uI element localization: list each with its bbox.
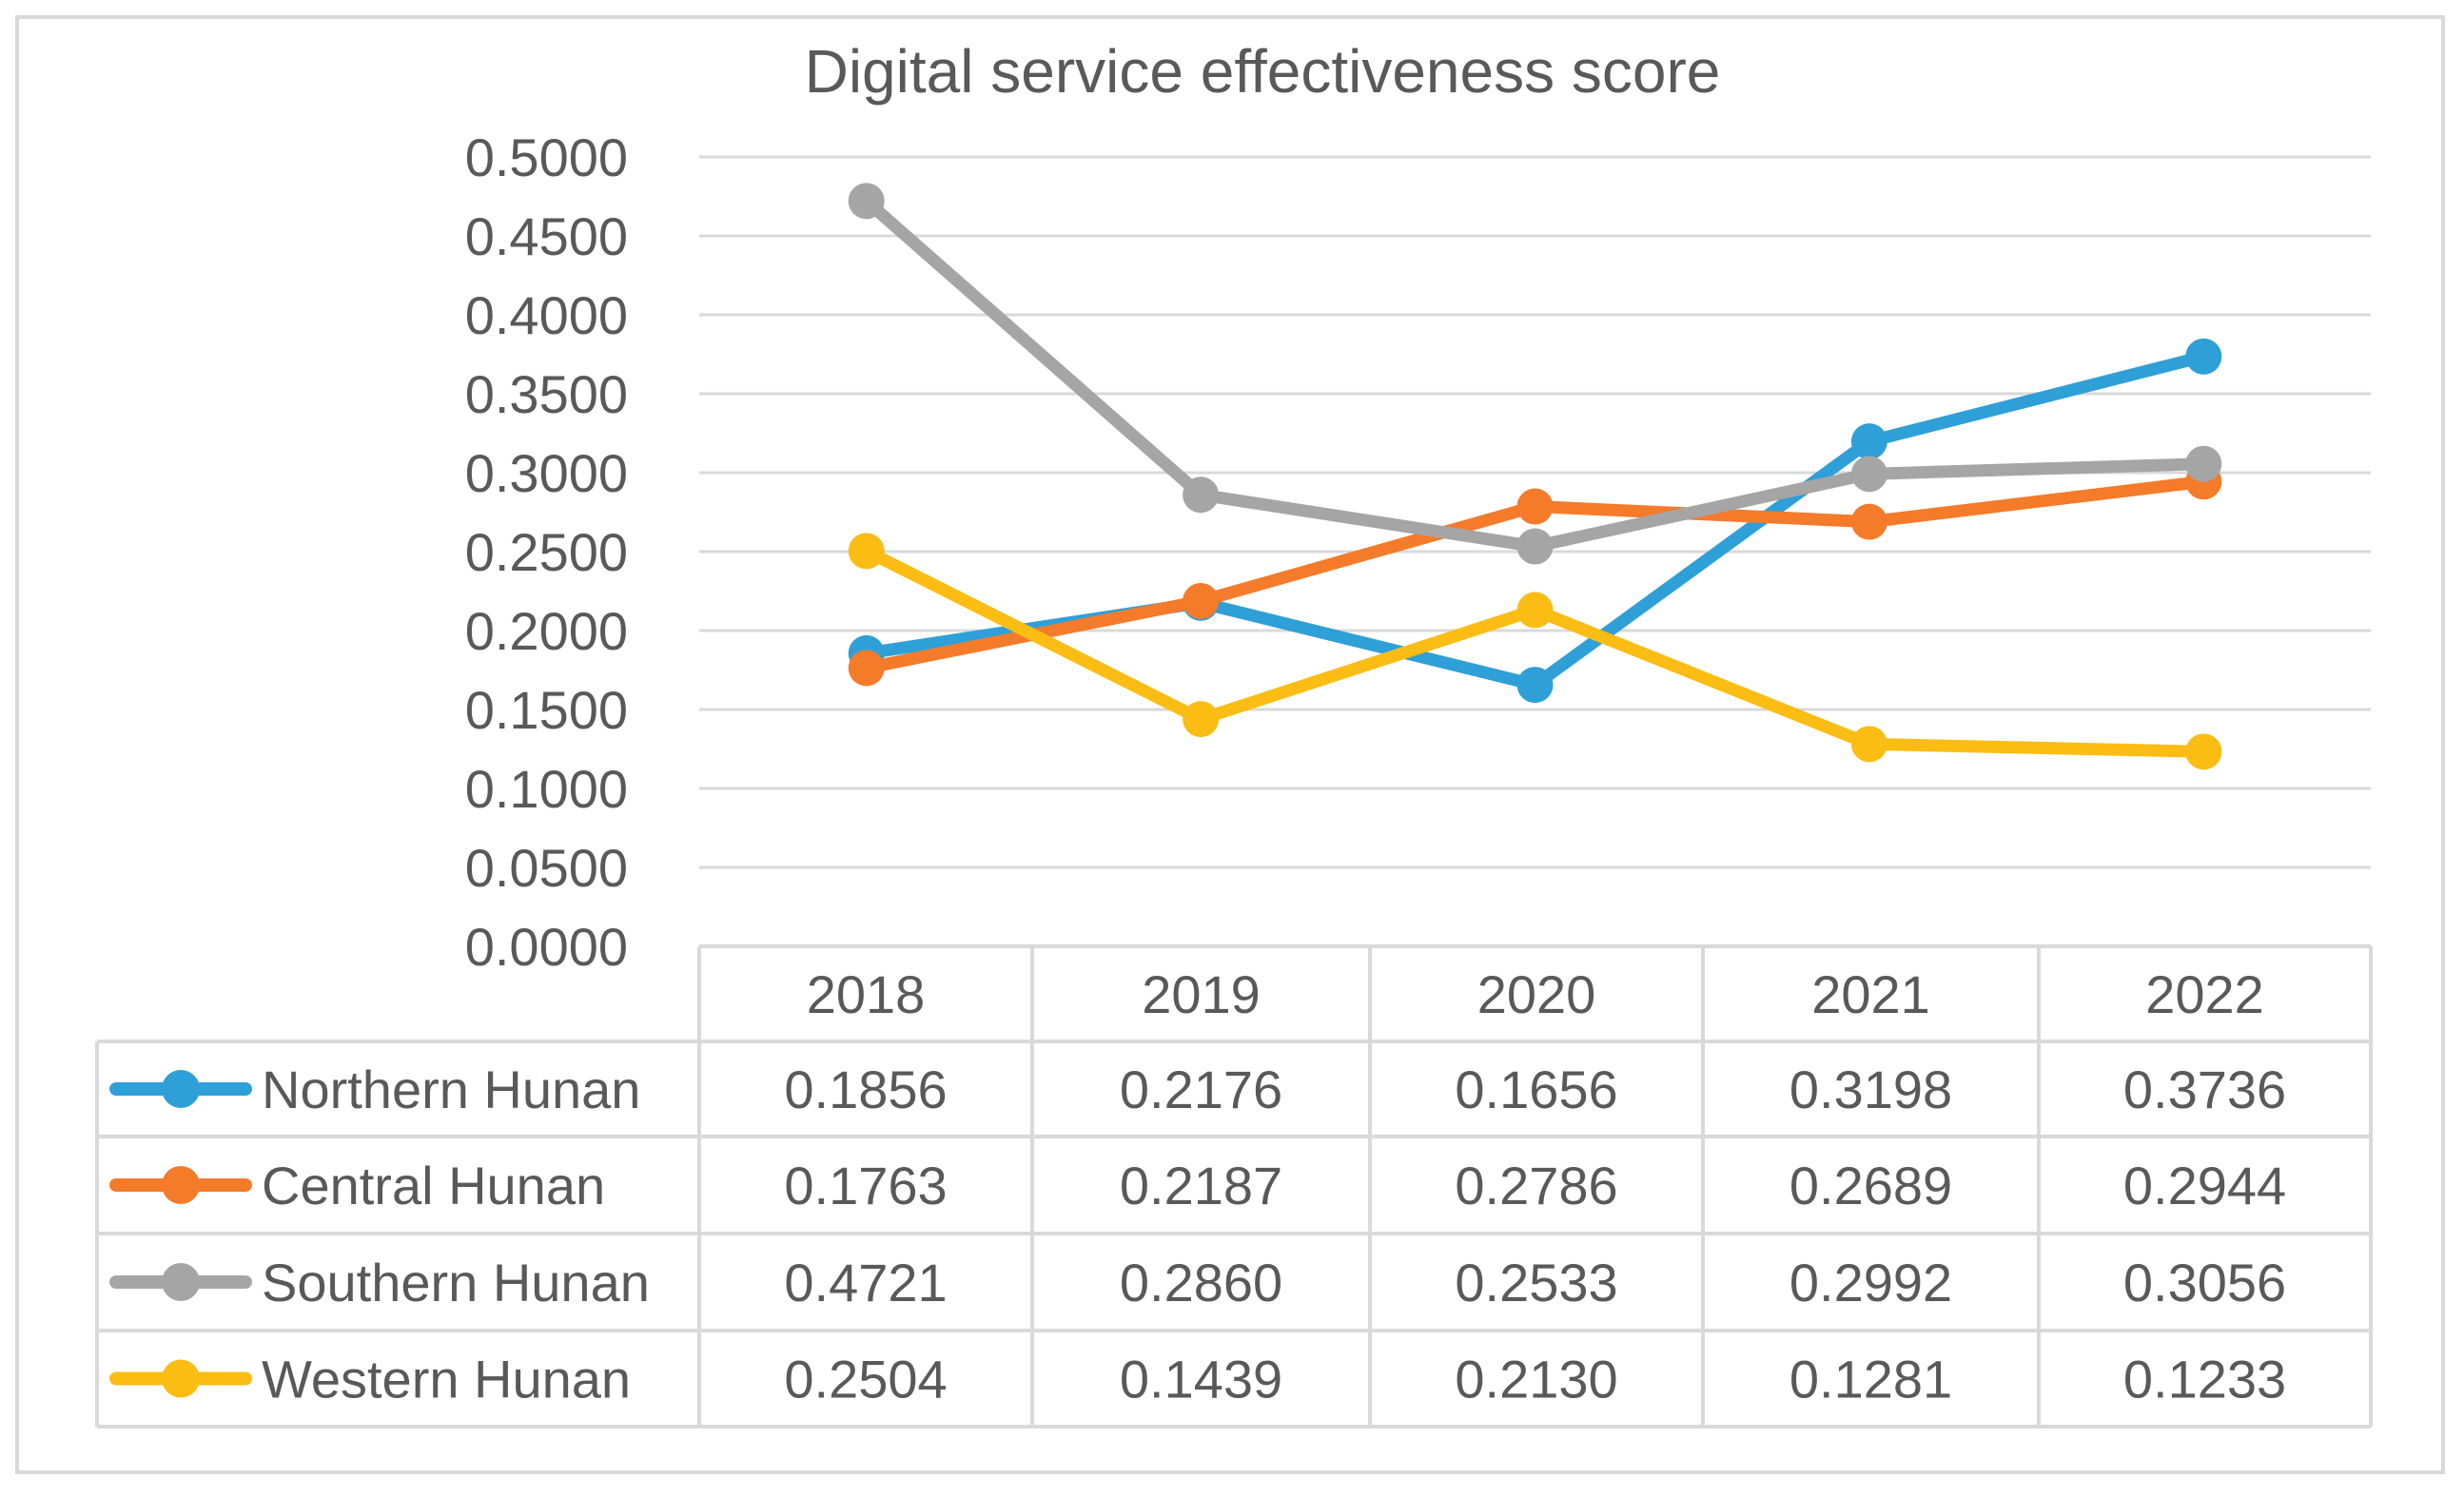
data-point bbox=[1183, 582, 1220, 619]
table-value: 0.2176 bbox=[1120, 1060, 1282, 1119]
table-value: 0.2944 bbox=[2123, 1156, 2286, 1215]
y-tick-label: 0.2000 bbox=[465, 601, 628, 661]
y-tick-label: 0.0500 bbox=[465, 838, 628, 898]
y-tick-label: 0.2500 bbox=[465, 522, 628, 582]
y-axis-ticks: 0.0000 0.0500 0.1000 0.1500 0.2000 0.2500 0.30… bbox=[465, 127, 628, 977]
y-tick-label: 0.1000 bbox=[465, 759, 628, 819]
data-point bbox=[1850, 726, 1887, 763]
data-point bbox=[1850, 503, 1887, 540]
table-value: 0.1233 bbox=[2123, 1350, 2286, 1410]
y-tick-label: 0.4000 bbox=[465, 285, 628, 345]
legend-key-marker bbox=[162, 1070, 200, 1108]
data-point bbox=[2185, 733, 2222, 770]
table-value: 0.2130 bbox=[1455, 1350, 1617, 1410]
table-value: 0.1439 bbox=[1120, 1350, 1282, 1410]
table-value: 0.3736 bbox=[2123, 1060, 2286, 1119]
data-point bbox=[1850, 423, 1887, 460]
table-value: 0.1281 bbox=[1789, 1350, 1952, 1410]
table-value: 0.1656 bbox=[1455, 1060, 1617, 1119]
data-point bbox=[1183, 476, 1220, 514]
legend-label: Central Hunan bbox=[262, 1156, 605, 1215]
data-point bbox=[1516, 488, 1554, 525]
y-tick-label: 0.1500 bbox=[465, 680, 628, 740]
data-point bbox=[848, 183, 885, 220]
series-lines bbox=[848, 183, 2222, 770]
data-point bbox=[2185, 338, 2222, 375]
chart-title: Digital service effectiveness score bbox=[805, 37, 1721, 106]
legend-label: Northern Hunan bbox=[262, 1060, 640, 1119]
y-tick-label: 0.3500 bbox=[465, 364, 628, 424]
table-value: 0.3198 bbox=[1789, 1060, 1952, 1119]
data-point bbox=[1850, 456, 1887, 493]
data-point bbox=[1516, 667, 1554, 704]
data-table: 2018 2019 2020 2021 2022 Northern Hunan 0.1856… bbox=[95, 944, 2373, 1429]
y-tick-label: 0.4500 bbox=[465, 206, 628, 266]
data-point bbox=[848, 533, 885, 570]
table-value: 0.2689 bbox=[1789, 1156, 1952, 1215]
y-tick-label: 0.0000 bbox=[465, 917, 628, 977]
table-value: 0.2860 bbox=[1120, 1253, 1282, 1312]
legend-key-marker bbox=[162, 1263, 200, 1301]
y-tick-label: 0.5000 bbox=[465, 127, 628, 187]
data-point bbox=[848, 650, 885, 687]
data-point bbox=[2185, 445, 2222, 482]
table-value: 0.2786 bbox=[1455, 1156, 1617, 1215]
data-point bbox=[1516, 528, 1554, 565]
table-value: 0.4721 bbox=[784, 1253, 947, 1312]
table-value: 0.2992 bbox=[1789, 1253, 1952, 1312]
table-value: 0.1856 bbox=[784, 1060, 947, 1119]
y-tick-label: 0.3000 bbox=[465, 443, 628, 503]
table-value: 0.1763 bbox=[784, 1156, 947, 1215]
legend-key-marker bbox=[162, 1166, 200, 1204]
table-value: 0.2187 bbox=[1120, 1156, 1282, 1215]
data-point bbox=[1183, 701, 1220, 738]
table-value: 0.2504 bbox=[784, 1350, 947, 1410]
x-tick-label: 2019 bbox=[1142, 964, 1261, 1024]
legend-label: Western Hunan bbox=[262, 1350, 631, 1410]
x-tick-label: 2020 bbox=[1477, 964, 1596, 1024]
legend-label: Southern Hunan bbox=[262, 1253, 650, 1312]
table-value: 0.2533 bbox=[1455, 1253, 1617, 1312]
x-tick-label: 2021 bbox=[1811, 964, 1930, 1024]
x-tick-label: 2018 bbox=[807, 964, 926, 1024]
legend-key-marker bbox=[162, 1359, 200, 1398]
data-point bbox=[1516, 592, 1554, 629]
x-tick-label: 2022 bbox=[2145, 964, 2264, 1024]
table-value: 0.3056 bbox=[2123, 1253, 2286, 1312]
